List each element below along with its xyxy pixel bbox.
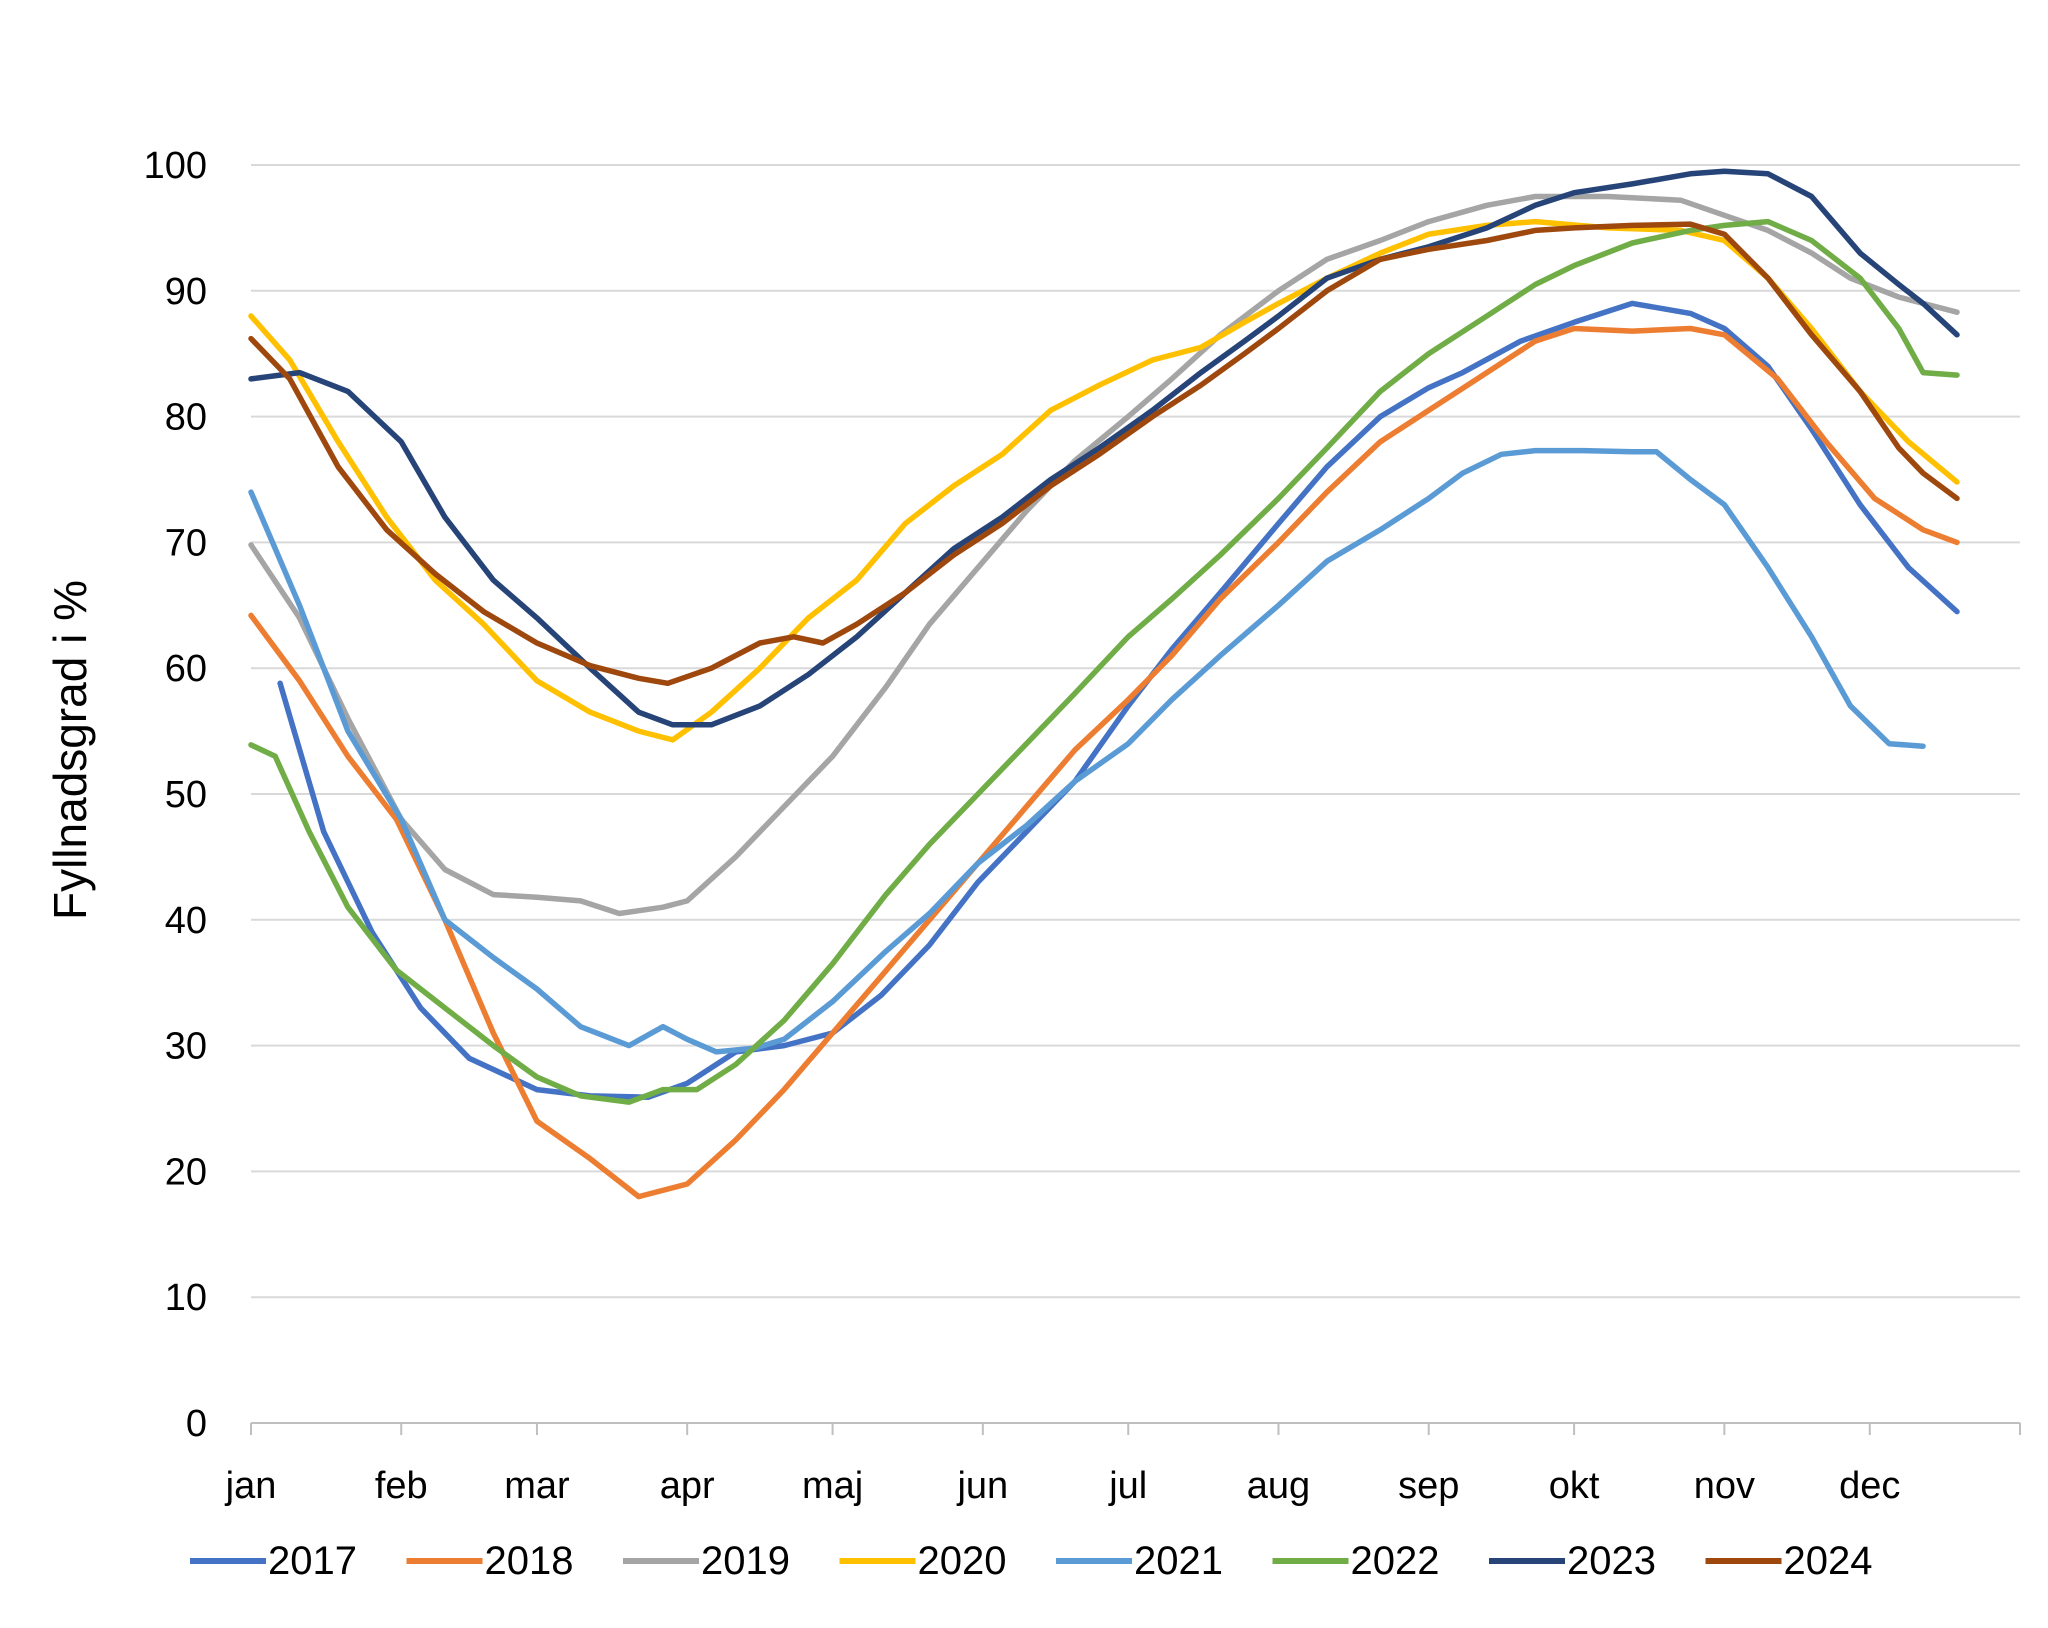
y-tick-label: 90: [165, 271, 207, 313]
x-axis-ticks: [250, 1423, 2021, 1435]
x-tick-label-jan: jan: [225, 1465, 277, 1507]
legend-label-2018: 2018: [485, 1539, 574, 1583]
y-axis-tick-labels: 0 10 20 30 40 50 60 70 80 90 100: [144, 145, 207, 1445]
series-line-2024: [248, 221, 1960, 687]
x-tick-label-sep: sep: [1398, 1465, 1459, 1507]
legend-label-2024: 2024: [1784, 1539, 1873, 1583]
x-tick-label-jul: jul: [1108, 1465, 1147, 1507]
gridlines: [251, 164, 2020, 1299]
series-line-2018: [248, 325, 1960, 1200]
y-axis-title: Fyllnadsgrad i %: [44, 580, 96, 920]
legend-label-2021: 2021: [1134, 1539, 1223, 1583]
legend-label-2017: 2017: [268, 1539, 357, 1583]
series-lines: [248, 168, 1960, 1200]
series-line-2019: [248, 193, 1960, 917]
series-line-2023: [248, 168, 1960, 728]
y-tick-label: 0: [186, 1403, 207, 1445]
legend-label-2023: 2023: [1567, 1539, 1656, 1583]
x-tick-label-okt: okt: [1549, 1465, 1600, 1507]
legend-label-2019: 2019: [701, 1539, 790, 1583]
series-line-2022: [248, 218, 1960, 1105]
legend-label-2022: 2022: [1351, 1539, 1440, 1583]
y-tick-label: 50: [165, 774, 207, 816]
legend: 2017 2018 2019 2020 2021 2022 2023 2024: [190, 1539, 1872, 1583]
x-tick-label-apr: apr: [660, 1465, 715, 1507]
x-tick-label-jun: jun: [956, 1465, 1008, 1507]
x-tick-label-mar: mar: [504, 1465, 570, 1507]
series-line-2021: [248, 447, 1926, 1055]
x-tick-label-dec: dec: [1839, 1465, 1900, 1507]
x-tick-label-nov: nov: [1694, 1465, 1755, 1507]
y-tick-label: 10: [165, 1277, 207, 1319]
y-tick-label: 70: [165, 522, 207, 564]
x-tick-label-maj: maj: [802, 1465, 863, 1507]
x-tick-label-aug: aug: [1247, 1465, 1310, 1507]
y-tick-label: 40: [165, 900, 207, 942]
x-axis-tick-labels: jan feb mar apr maj jun jul aug sep okt nov dec: [225, 1465, 1901, 1507]
y-tick-label: 30: [165, 1026, 207, 1068]
y-tick-label: 100: [144, 145, 207, 187]
x-tick-label-feb: feb: [375, 1465, 428, 1507]
y-tick-label: 60: [165, 648, 207, 690]
y-tick-label: 20: [165, 1151, 207, 1193]
legend-label-2020: 2020: [918, 1539, 1007, 1583]
y-tick-label: 80: [165, 397, 207, 439]
